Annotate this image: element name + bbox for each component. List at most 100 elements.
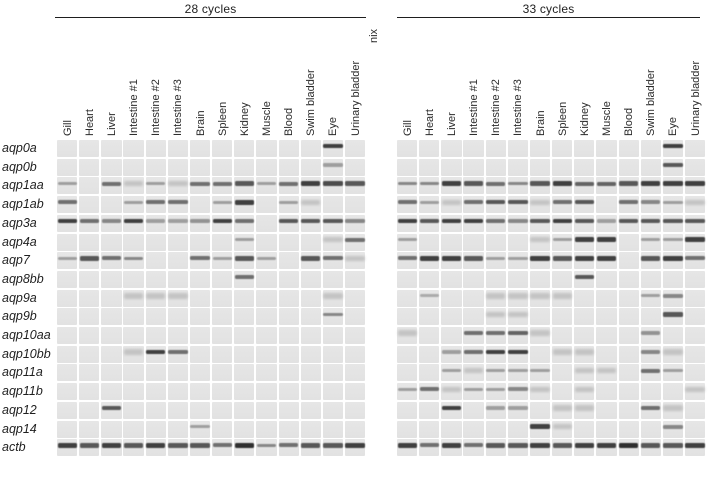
gel-lane: [507, 308, 529, 326]
gel-lane: [101, 327, 122, 344]
gel-lane: [234, 270, 255, 288]
gel-lane: [485, 177, 506, 195]
gel-lane: [441, 308, 462, 326]
gel-band: [641, 405, 661, 410]
gel-lane: [596, 158, 617, 176]
gel-lane: [344, 177, 366, 195]
gel-band: [574, 349, 594, 355]
gel-lane: [256, 270, 277, 288]
gel-lane: [101, 420, 122, 438]
gel-lane: [123, 383, 144, 401]
gel-lane: [256, 420, 277, 438]
gel-band: [168, 349, 188, 354]
gel-band: [663, 443, 683, 448]
gel-lane: [145, 420, 166, 438]
gel-lane: [101, 308, 122, 326]
gel-lane: [344, 308, 366, 326]
tissue-label: Urinary bladder: [349, 60, 362, 136]
gel-lane: [145, 401, 166, 419]
gel-lane: [463, 252, 484, 270]
gel-lane: [278, 289, 299, 307]
gel-lane: [212, 327, 233, 344]
gel-lane: [322, 308, 344, 326]
gel-lane: [463, 327, 484, 344]
gel-lane: [167, 345, 189, 363]
gel-lane: [397, 327, 418, 344]
gel-lane: [344, 345, 366, 363]
gel-lane: [79, 140, 100, 157]
gel-lane: [618, 308, 639, 326]
gel-lane: [123, 364, 144, 382]
gel-lane: [574, 383, 595, 401]
gel-lane: [300, 345, 321, 363]
gel-lane: [485, 140, 506, 157]
gel-lane: [684, 439, 706, 457]
gel-lane: [278, 233, 299, 251]
gene-label: aqp11b: [2, 384, 43, 399]
cycles-28-header: 28 cycles: [184, 2, 237, 16]
gel-lane: [57, 289, 78, 307]
gel-lane: [167, 420, 189, 438]
gel-band: [552, 256, 572, 261]
gel-lane: [212, 420, 233, 438]
gel-lane: [212, 289, 233, 307]
gel-lane: [596, 364, 617, 382]
gel-lane: [256, 327, 277, 344]
gel-band: [256, 443, 277, 448]
gel-band: [685, 218, 705, 224]
gel-lane: [441, 196, 462, 214]
gel-lane: [662, 383, 684, 401]
gel-lane: [101, 177, 122, 195]
gel-lane: [101, 158, 122, 176]
gel-lane: [344, 158, 366, 176]
tissue-label: Brain: [194, 110, 207, 136]
gel-band: [508, 256, 528, 261]
gel-band: [619, 181, 639, 186]
cycles-33-rule: [397, 16, 700, 19]
tissue-label: Eye: [327, 117, 340, 136]
gel-band: [574, 237, 594, 242]
gel-lane: [463, 401, 484, 419]
gel-band: [619, 218, 639, 224]
gel-lane: [640, 158, 661, 176]
gel-lane: [167, 364, 189, 382]
gel-band: [441, 405, 462, 411]
gel-band: [123, 218, 144, 224]
gel-lane: [256, 177, 277, 195]
gel-band: [234, 181, 254, 186]
gel-lane: [322, 140, 344, 157]
gel-lane: [278, 214, 299, 232]
gel-band: [101, 405, 122, 411]
gel-lane: [507, 158, 529, 176]
gene-label: aqp11a: [2, 365, 43, 380]
gel-lane: [507, 270, 529, 288]
gel-lane: [463, 140, 484, 157]
gel-band: [596, 219, 617, 223]
gel-lane: [322, 439, 344, 457]
gene-label: aqp7: [2, 253, 30, 268]
gel-band: [397, 181, 417, 186]
gel-lane: [441, 383, 462, 401]
gel-band: [301, 181, 321, 186]
gel-lane: [419, 289, 440, 307]
gel-lane: [167, 327, 189, 344]
gel-lane: [79, 158, 100, 176]
gel-band: [419, 181, 439, 186]
gel-lane: [640, 327, 661, 344]
gel-band: [663, 238, 683, 242]
gel-lane: [552, 383, 573, 401]
gel-lane: [662, 233, 684, 251]
gel-band: [685, 443, 705, 448]
gel-lane: [507, 420, 529, 438]
gel-lane: [278, 308, 299, 326]
gel-band: [486, 387, 506, 391]
gel-lane: [322, 252, 344, 270]
gel-band: [301, 199, 321, 206]
gel-band: [212, 181, 232, 186]
gel-lane: [57, 270, 78, 288]
gel-band: [685, 181, 705, 186]
gel-lane: [189, 345, 211, 363]
gel-band: [397, 443, 417, 448]
gel-lane: [189, 439, 211, 457]
gel-band: [463, 387, 484, 391]
